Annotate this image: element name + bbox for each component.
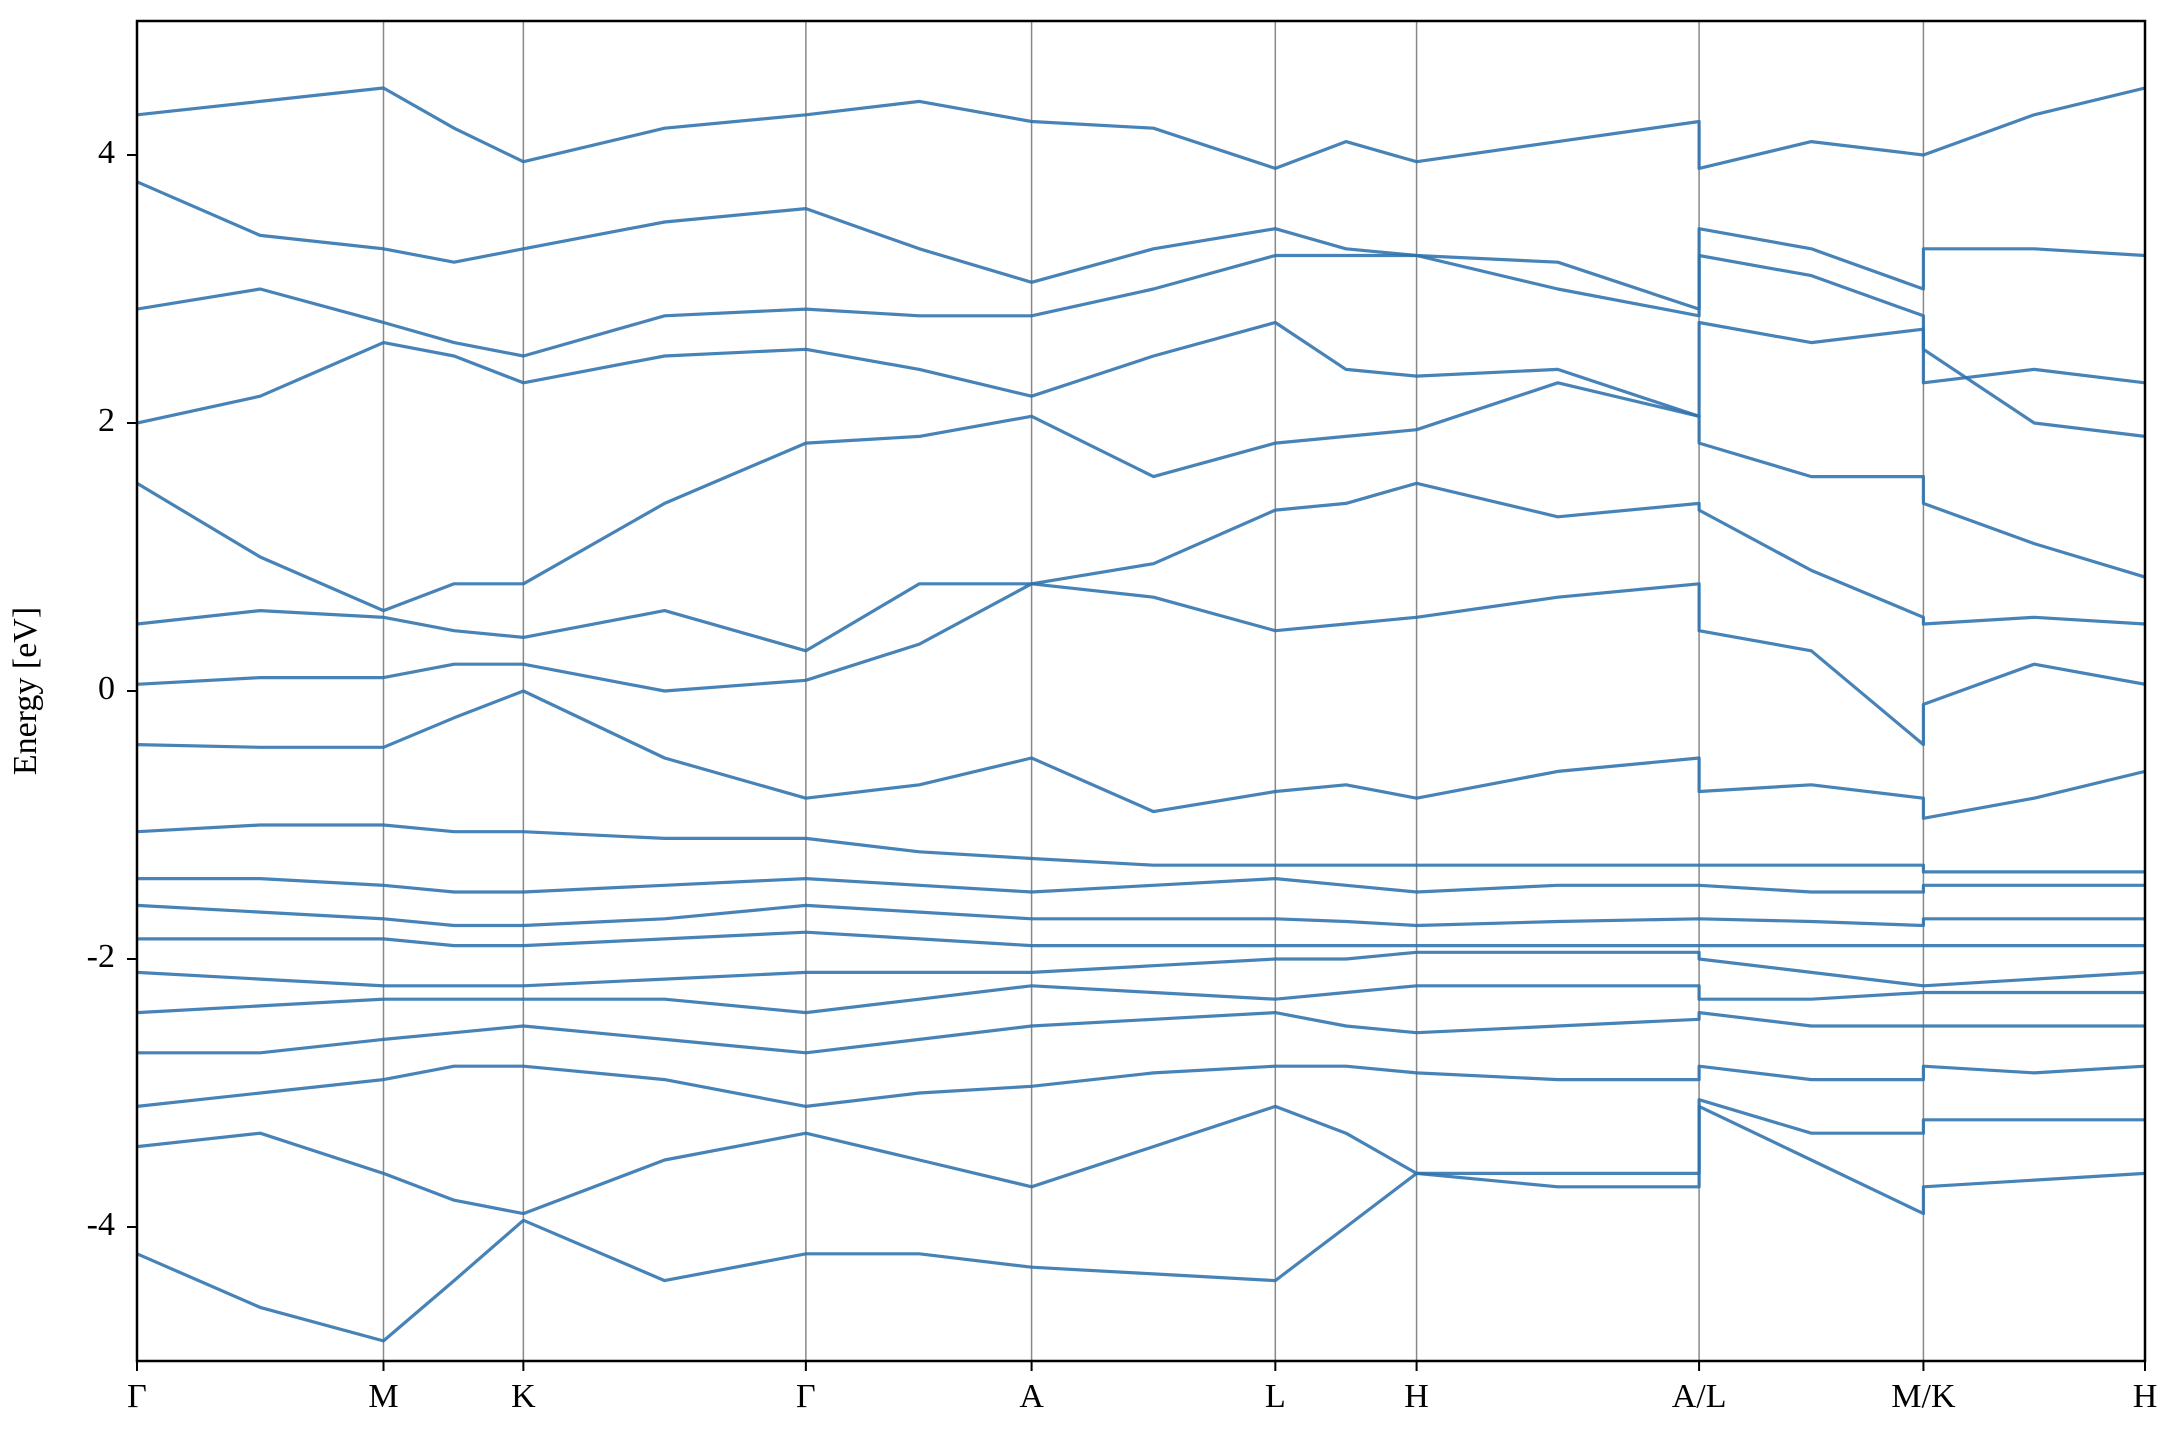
bands-layer [137, 86, 2145, 1343]
band-line [137, 903, 2145, 928]
x-tick-label: M [368, 1378, 398, 1415]
y-tick-label: -2 [87, 938, 115, 975]
band-line [137, 689, 2145, 820]
band-line [137, 320, 2145, 438]
y-tick-label: -4 [87, 1206, 115, 1243]
band-line [137, 253, 2145, 385]
band-line [137, 1104, 2145, 1343]
y-tick-label: 0 [98, 670, 115, 707]
plot-frame [135, 19, 2147, 1363]
x-tick-label: H [2133, 1378, 2158, 1415]
band-line [137, 877, 2145, 894]
band-line [137, 984, 2145, 1015]
band-line [137, 86, 2145, 170]
y-tick-label: 2 [98, 402, 115, 439]
band-line [137, 1011, 2145, 1055]
band-line [137, 1064, 2145, 1108]
y-axis-label: Energy [eV] [7, 607, 44, 775]
x-tick-label: A [1019, 1378, 1044, 1415]
x-tick-label: H [1404, 1378, 1429, 1415]
band-line [137, 481, 2145, 653]
band-line [137, 1098, 2145, 1216]
band-line [137, 950, 2145, 988]
x-tick-label: L [1265, 1378, 1286, 1415]
x-tick-label: A/L [1672, 1378, 1727, 1415]
x-tick-label: M/K [1891, 1378, 1956, 1415]
band-line [137, 180, 2145, 311]
y-tick-label: 4 [98, 134, 115, 171]
axes-layer: Γ M K Γ A L H A/L M/K H -4 -2 0 2 4 [87, 19, 2158, 1415]
band-line [137, 582, 2145, 747]
band-line [137, 381, 2145, 613]
x-tick-label: K [511, 1378, 536, 1415]
band-line [137, 930, 2145, 948]
grid-layer [136, 21, 2146, 1361]
band-line [137, 823, 2145, 874]
x-tick-label: Γ [127, 1378, 147, 1415]
x-tick-label: Γ [796, 1378, 816, 1415]
